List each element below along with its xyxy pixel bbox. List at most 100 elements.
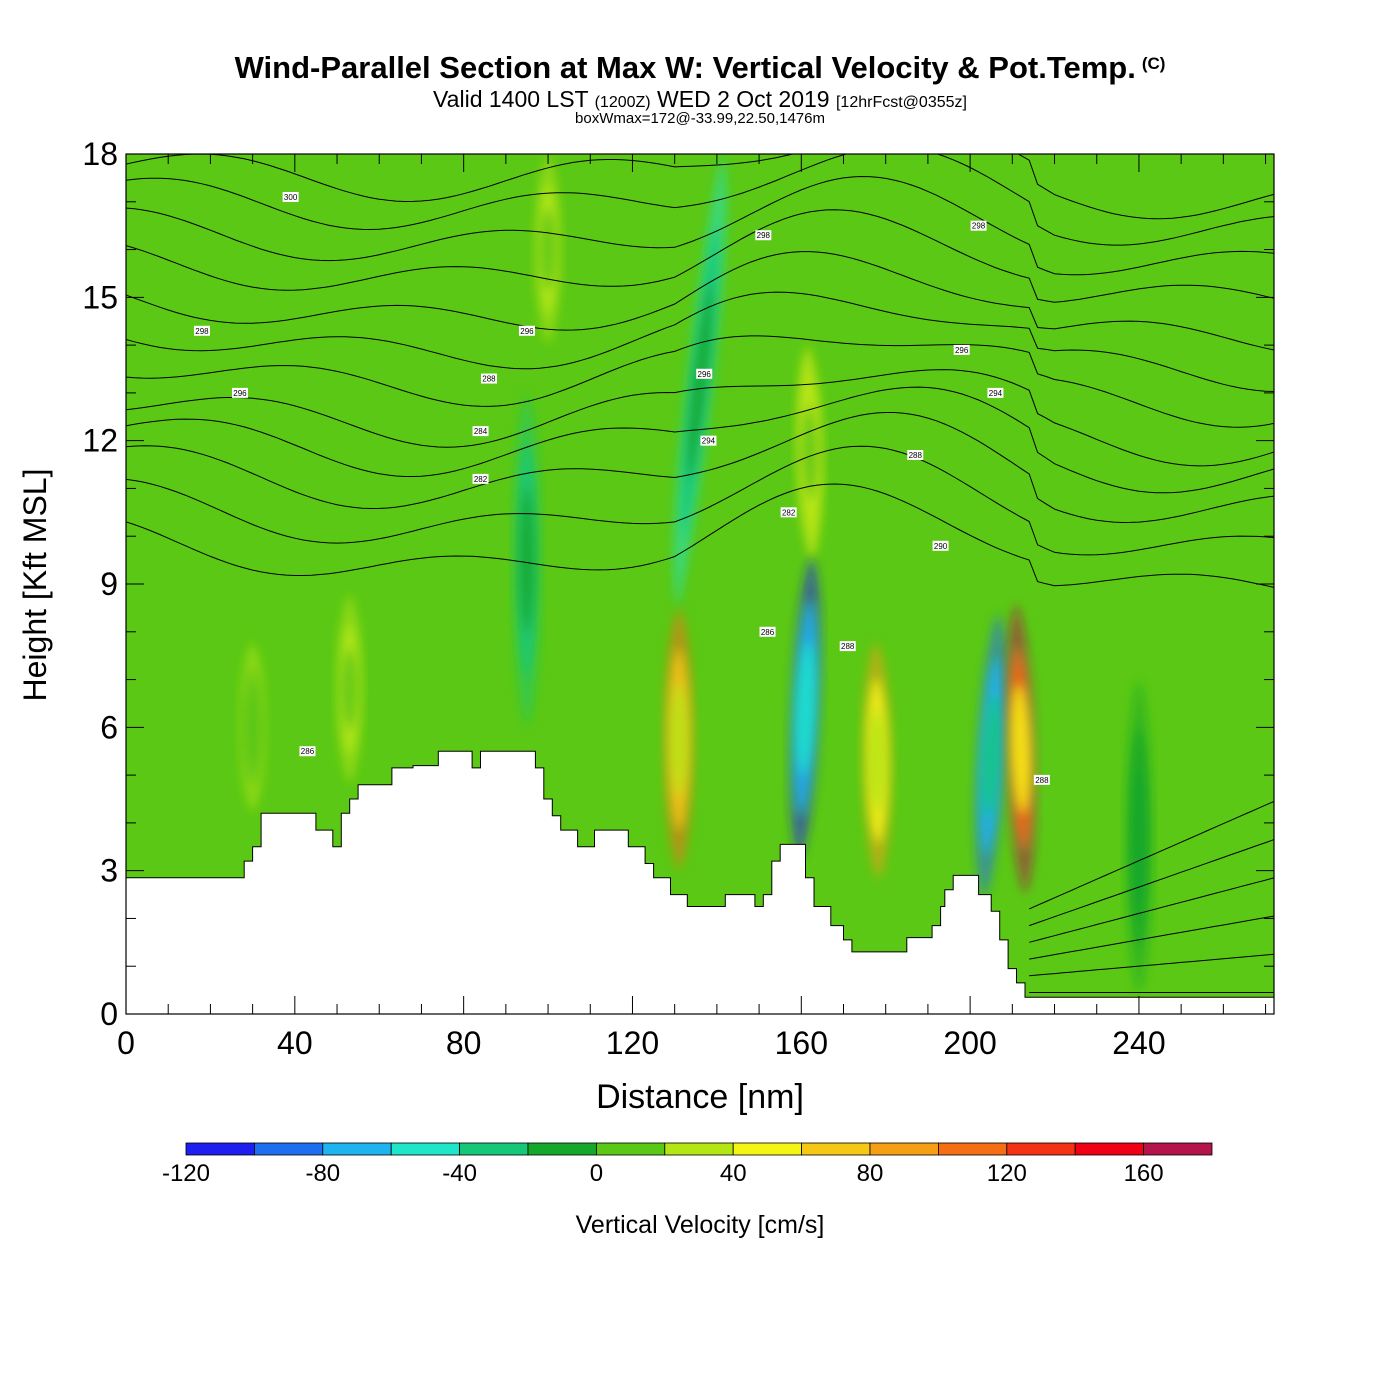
x-tick-label: 240 — [1112, 1025, 1165, 1061]
theta-contour — [126, 154, 1274, 220]
colorbar-swatch — [732, 1142, 803, 1156]
contour-label-bg — [231, 387, 248, 398]
theta-contour — [126, 209, 1274, 303]
velocity-shape — [1011, 683, 1030, 815]
theta-contour — [1029, 915, 1274, 960]
contour-label-text: 300 — [284, 193, 298, 202]
theta-contour — [126, 386, 1274, 494]
contour-label-bg — [299, 746, 316, 757]
contour-label-bg — [282, 192, 299, 202]
colorbar-tick-label: 80 — [857, 1160, 884, 1187]
contour-label-text: 288 — [482, 375, 496, 384]
contour-label: 296 — [231, 387, 248, 398]
contour-label-bg — [472, 473, 489, 484]
contour-label-bg — [700, 435, 717, 446]
terrain-outline — [126, 750, 1274, 998]
colorbar-tick-label: 40 — [720, 1160, 747, 1187]
contour-label-text: 288 — [1035, 776, 1049, 785]
theta-contour — [126, 291, 1274, 392]
colorbar-tick-label: -120 — [162, 1160, 210, 1187]
velocity-shape — [981, 691, 1001, 821]
colorbar-tick-label: -40 — [442, 1160, 477, 1187]
contour-label-text: 296 — [520, 327, 534, 336]
title-text: Wind-Parallel Section at Max W: Vertical… — [234, 50, 1136, 85]
contour-label-bg — [472, 426, 489, 437]
contour-label-text: 286 — [301, 747, 315, 756]
colorbar-swatch — [938, 1142, 1008, 1156]
theta-contour — [1028, 800, 1274, 910]
contour-labels: 298 296 300 286 296 288 284 282 296 294 298 282 286 2… — [193, 192, 1050, 785]
colorbar-swatch — [390, 1142, 461, 1156]
contour-label: 286 — [299, 746, 316, 757]
contour-label: 288 — [480, 373, 497, 384]
contour-label: 296 — [953, 344, 970, 355]
contour-label: 298 — [755, 230, 772, 241]
y-tick-label: 12 — [82, 423, 118, 459]
contour-label-text: 298 — [757, 231, 771, 240]
theta-contour — [1029, 839, 1274, 927]
velocity-cell — [336, 593, 363, 785]
chart-subtitle: Valid 1400 LST (1200Z) WED 2 Oct 2019 [1… — [0, 86, 1400, 113]
x-axis: 0 40 80 120 160 200 240 — [117, 154, 1267, 1061]
colorbar-swatch — [322, 1142, 392, 1156]
copyright-mark: (C) — [1141, 54, 1166, 73]
contour-label: 290 — [932, 540, 949, 551]
x-tick-label: 200 — [943, 1025, 996, 1061]
theta-contour — [126, 445, 1274, 556]
velocity-cell — [534, 154, 562, 346]
x-tick-label: 80 — [446, 1025, 482, 1061]
contour-label-text: 290 — [934, 542, 948, 551]
velocity-cell — [862, 641, 893, 881]
contour-label: 286 — [759, 626, 776, 637]
contour-label-text: 296 — [233, 389, 247, 398]
contour-label-bg — [970, 220, 987, 231]
contour-label-bg — [759, 626, 776, 637]
colorbar-label: Vertical Velocity [cm/s] — [576, 1211, 825, 1239]
velocity-cell — [673, 154, 727, 608]
theta-contour — [126, 412, 1274, 524]
velocity-shape — [341, 646, 358, 732]
contour-label: 298 — [970, 220, 987, 231]
y-tick-label: 6 — [100, 709, 118, 745]
contour-label: 296 — [696, 368, 713, 379]
velocity-cell — [1125, 679, 1153, 995]
contour-label: 288 — [907, 450, 924, 460]
velocity-shape — [801, 404, 818, 501]
valid-time: Valid 1400 LST — [433, 86, 589, 112]
contour-label-text: 296 — [955, 346, 969, 355]
contour-label: 282 — [472, 473, 489, 484]
velocity-shape — [796, 639, 815, 777]
velocity-field — [239, 154, 1153, 995]
colorbar-swatch — [527, 1142, 597, 1156]
contour-label: 282 — [780, 507, 797, 518]
contour-label-bg — [755, 230, 772, 241]
contour-label-bg — [480, 373, 497, 384]
contour-label-text: 298 — [195, 327, 209, 336]
y-axis: 0 3 6 9 12 15 18 — [82, 136, 1274, 1032]
velocity-shape — [244, 688, 261, 766]
colorbar-swatch — [1006, 1142, 1076, 1156]
valid-date: WED 2 Oct 2019 — [657, 86, 830, 112]
colorbar: -120 -80 -40 0 40 80 120 160 — [162, 1142, 1213, 1187]
y-tick-label: 0 — [100, 996, 118, 1032]
y-tick-label: 3 — [100, 853, 118, 889]
y-tick-label: 15 — [82, 279, 118, 315]
velocity-shape — [868, 707, 887, 815]
colorbar-tick-label: 0 — [590, 1160, 603, 1187]
velocity-shape — [518, 485, 536, 635]
contour-label-bg — [518, 325, 535, 336]
contour-label-text: 294 — [989, 389, 1003, 398]
velocity-shape — [686, 279, 714, 483]
colorbar-swatch — [253, 1142, 324, 1156]
y-tick-label: 9 — [100, 566, 118, 602]
theta-contour — [126, 335, 1274, 428]
terrain-mask — [126, 751, 1274, 1014]
colorbar-swatch — [1074, 1142, 1144, 1156]
contour-label-bg — [907, 450, 924, 460]
chart-title: Wind-Parallel Section at Max W: Vertical… — [0, 50, 1400, 86]
velocity-cell — [974, 612, 1008, 900]
contour-label-bg — [987, 387, 1004, 398]
x-tick-label: 120 — [606, 1025, 659, 1061]
x-tick-label: 160 — [775, 1025, 828, 1061]
